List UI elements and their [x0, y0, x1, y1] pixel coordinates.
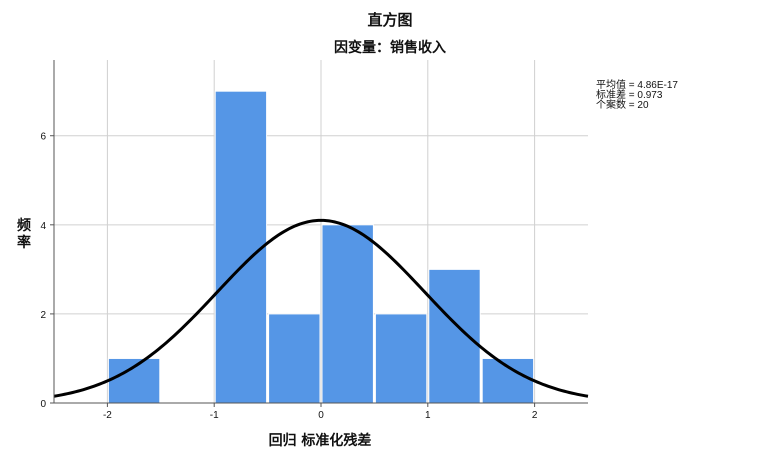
y-tick-label: 0: [40, 399, 46, 410]
chart-title: 直方图: [367, 11, 412, 29]
y-axis-label: 频率: [17, 217, 31, 251]
histogram-bar: [214, 90, 268, 404]
x-tick-label: -1: [210, 410, 219, 421]
x-tick-label: 1: [425, 410, 431, 421]
histogram-bar: [374, 313, 428, 404]
histogram-bar: [321, 224, 374, 404]
stats-box: 平均值 = 4.86E-17 标准差 = 0.973 个案数 = 20: [596, 78, 678, 111]
histogram-bar: [428, 268, 481, 404]
stat-sd: 标准差 = 0.973: [596, 88, 663, 101]
bars-group: [107, 90, 535, 404]
y-axis-label-char: 频: [17, 217, 31, 234]
stat-mean: 平均值 = 4.86E-17: [596, 78, 678, 91]
x-tick-label: -2: [103, 410, 112, 421]
y-axis-label-char: 率: [17, 234, 31, 251]
x-tick-label: 2: [532, 410, 538, 421]
x-axis-label: 回归 标准化残差: [269, 432, 372, 449]
normal-curve-group: [53, 218, 589, 398]
stat-n: 个案数 = 20: [596, 98, 649, 111]
histogram-bar: [268, 313, 321, 404]
y-tick-label: 6: [40, 132, 46, 143]
y-tick-label: 2: [40, 310, 46, 321]
axes-group: [50, 60, 588, 407]
y-tick-label: 4: [40, 221, 46, 232]
grid-lines: [54, 60, 588, 404]
x-tick-label: 0: [318, 410, 324, 421]
tick-labels: -2 -1 0 1 2 0 2 4 6: [40, 132, 537, 421]
normal-curve: [53, 218, 589, 398]
chart-subtitle: 因变量：销售收入: [334, 39, 446, 56]
